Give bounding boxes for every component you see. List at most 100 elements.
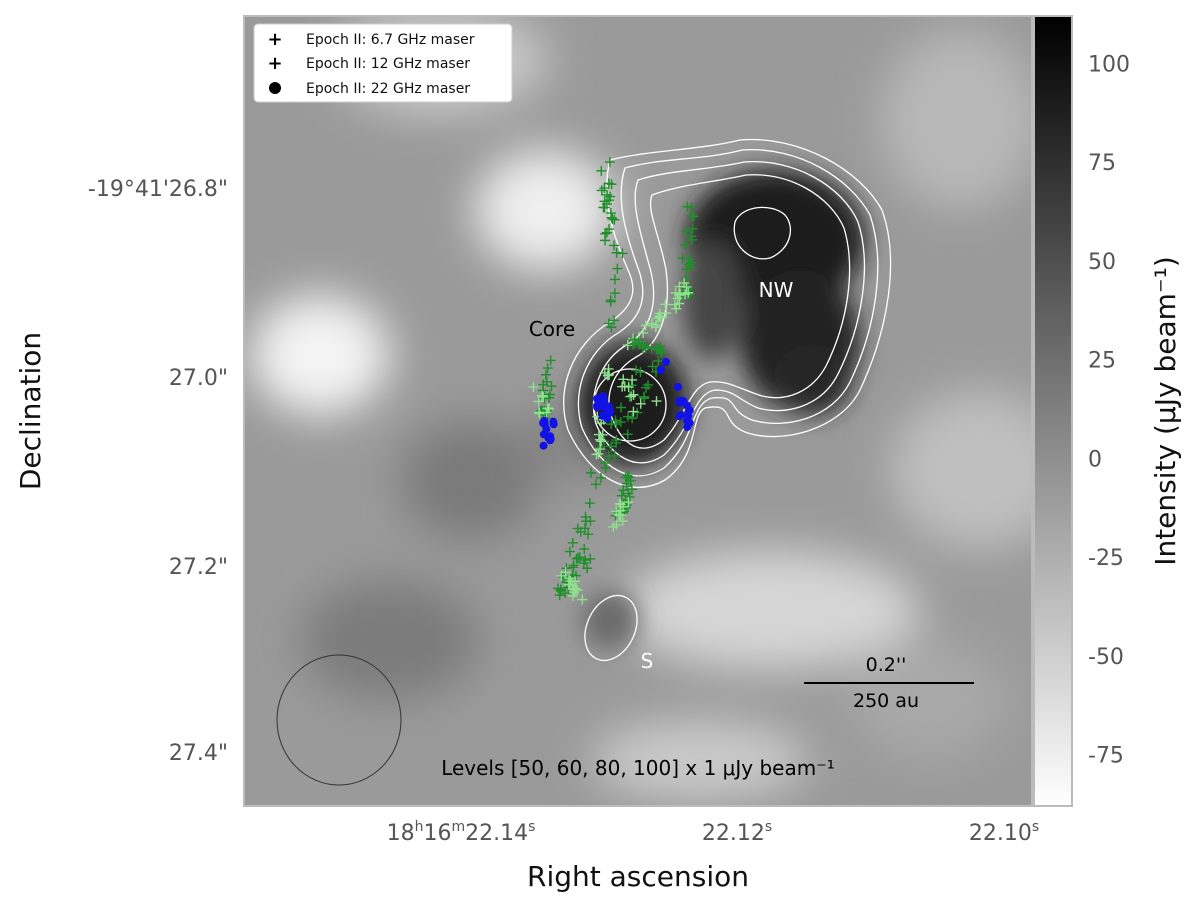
maser-point [599,183,610,194]
maser-point [657,366,665,374]
maser-point [620,472,631,483]
maser-point [628,389,639,400]
maser-point [681,273,692,284]
maser-point [560,567,571,578]
maser-point [605,296,616,307]
maser-point [674,383,682,391]
maser-point [622,429,633,440]
maser-point [584,498,595,509]
maser-point [681,264,692,275]
maser-point [683,401,692,410]
maser-point [623,411,634,422]
y-tick-label: -19°41'26.8" [88,177,228,202]
maser-point [669,299,680,310]
maser-point [595,400,604,409]
maser-point [637,340,648,351]
contour-nw-core [733,206,792,260]
maser-point [686,231,697,242]
maser-point [622,470,633,481]
maser-point [615,417,626,428]
maser-point [680,239,691,250]
maser-point [549,420,558,429]
colorbar [1033,15,1073,807]
y-tick-label: 27.2" [169,555,228,580]
maser-point [614,498,625,509]
maser-point [656,346,667,357]
maser-point [653,355,664,366]
maser-point [567,537,578,548]
scalebar-bottom-label: 250 au [853,690,919,712]
maser-point [540,369,551,380]
maser-point [536,390,547,401]
maser-point [602,189,613,200]
colorbar-ticks: 100 75 50 25 0 -25 -50 -75 [1088,52,1130,768]
maser-point [654,311,665,322]
maser-point [635,366,646,377]
maser-point [688,211,699,222]
maser-point [564,573,575,584]
maser-point [680,289,691,300]
maser-point [684,259,695,270]
maser-point [662,358,670,366]
maser-point [623,488,634,499]
maser-point [546,436,555,445]
maser-point [595,472,606,483]
maser-point [615,505,626,516]
y-tick-label: 27.0" [169,366,228,391]
maser-point [542,363,553,374]
maser-point [623,382,634,393]
label-s: S [641,649,654,673]
maser-point [626,391,637,402]
maser-point [585,467,596,478]
maser-point [674,298,685,309]
maser-point [604,195,615,206]
maser-point [603,451,614,462]
maser-point [594,434,605,445]
colorbar-tick-label: -75 [1088,744,1124,769]
maser-point [629,338,640,349]
maser-point [660,299,671,310]
legend-label-67ghz: Epoch II: 6.7 GHz maser [306,32,475,48]
maser-point [593,394,602,403]
maser-point [598,202,609,213]
maser-point [606,212,617,223]
maser-point [598,411,607,420]
scale-bar: 0.2'' 250 au [804,654,974,712]
maser-point [540,416,549,425]
maser-point [646,343,657,354]
contour-nw-4 [608,174,851,449]
legend-marker-67ghz: + [267,29,282,50]
maser-point [653,313,664,324]
maser-point [544,389,555,400]
maser-point [538,391,549,402]
maser-point [528,382,539,393]
maser-point [596,185,607,196]
maser-point [623,497,634,508]
beam-ellipse [276,654,402,786]
legend-label-22ghz: Epoch II: 22 GHz maser [306,81,470,97]
maser-point [573,552,584,563]
x-tick-label: 22.12s [702,819,772,846]
maser-point [582,563,593,574]
maser-point [580,555,591,566]
maser-point [661,308,672,319]
maser-point [546,381,557,392]
contour-nw-outer [563,138,892,489]
maser-point [590,479,601,490]
maser-point [635,398,646,409]
maser-point [581,516,592,527]
maser-point [571,553,582,564]
maser-point [609,240,620,251]
maser-point [611,519,622,530]
maser-point [627,374,638,385]
colorbar-tick-label: 50 [1088,250,1116,275]
maser-point [686,202,697,213]
maser-point [583,529,594,540]
maser-point [606,441,617,452]
legend-marker-12ghz: + [267,53,282,74]
x-axis: 18h16m22.14s 22.12s 22.10s [387,819,1040,846]
maser-point [627,413,638,424]
maser-point [545,355,556,366]
contour-nw-3 [592,160,866,464]
